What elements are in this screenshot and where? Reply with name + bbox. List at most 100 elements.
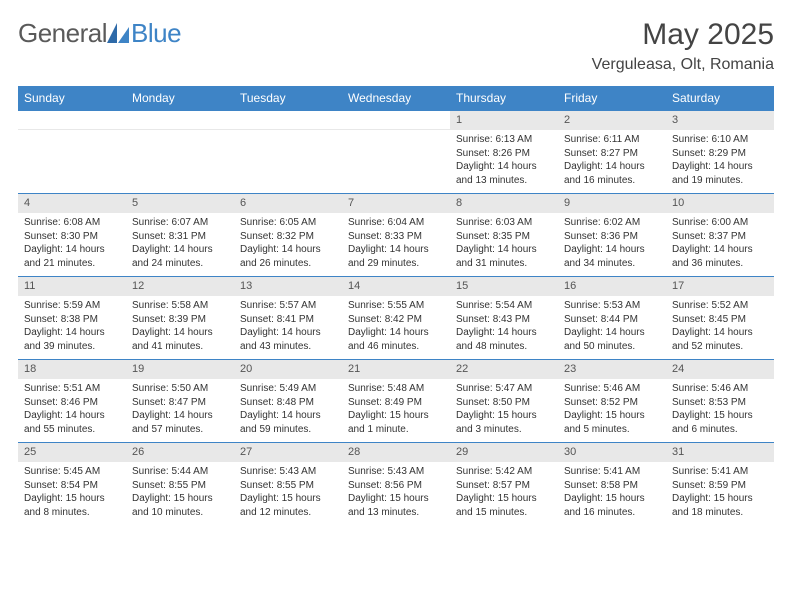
- weekday-header: Monday: [126, 86, 234, 111]
- day-details: Sunrise: 6:07 AMSunset: 8:31 PMDaylight:…: [126, 213, 234, 276]
- day-number: 4: [18, 194, 126, 213]
- day-details: Sunrise: 6:11 AMSunset: 8:27 PMDaylight:…: [558, 130, 666, 193]
- day-details: Sunrise: 5:59 AMSunset: 8:38 PMDaylight:…: [18, 296, 126, 359]
- day-number: 14: [342, 277, 450, 296]
- calendar-day-cell: 18Sunrise: 5:51 AMSunset: 8:46 PMDayligh…: [18, 360, 126, 443]
- day-number: 7: [342, 194, 450, 213]
- day-number: 17: [666, 277, 774, 296]
- day-number: 20: [234, 360, 342, 379]
- day-details: Sunrise: 6:02 AMSunset: 8:36 PMDaylight:…: [558, 213, 666, 276]
- day-number: 1: [450, 111, 558, 130]
- calendar-day-cell: 28Sunrise: 5:43 AMSunset: 8:56 PMDayligh…: [342, 443, 450, 526]
- day-number: 19: [126, 360, 234, 379]
- day-number: 25: [18, 443, 126, 462]
- weekday-header: Wednesday: [342, 86, 450, 111]
- calendar-day-cell: 6Sunrise: 6:05 AMSunset: 8:32 PMDaylight…: [234, 194, 342, 277]
- day-number: 5: [126, 194, 234, 213]
- day-details: Sunrise: 6:04 AMSunset: 8:33 PMDaylight:…: [342, 213, 450, 276]
- calendar-day-cell: 4Sunrise: 6:08 AMSunset: 8:30 PMDaylight…: [18, 194, 126, 277]
- calendar-day-cell: 15Sunrise: 5:54 AMSunset: 8:43 PMDayligh…: [450, 277, 558, 360]
- day-details: Sunrise: 6:13 AMSunset: 8:26 PMDaylight:…: [450, 130, 558, 193]
- day-number: 12: [126, 277, 234, 296]
- weekday-header: Saturday: [666, 86, 774, 111]
- calendar-day-cell: 3Sunrise: 6:10 AMSunset: 8:29 PMDaylight…: [666, 111, 774, 194]
- calendar-day-cell: 23Sunrise: 5:46 AMSunset: 8:52 PMDayligh…: [558, 360, 666, 443]
- day-number: 8: [450, 194, 558, 213]
- calendar-day-cell: 22Sunrise: 5:47 AMSunset: 8:50 PMDayligh…: [450, 360, 558, 443]
- day-details: Sunrise: 5:44 AMSunset: 8:55 PMDaylight:…: [126, 462, 234, 525]
- calendar-body: 1Sunrise: 6:13 AMSunset: 8:26 PMDaylight…: [18, 111, 774, 526]
- sail-icon: [107, 23, 129, 43]
- day-number: 28: [342, 443, 450, 462]
- day-number: 9: [558, 194, 666, 213]
- brand-logo: General Blue: [18, 18, 181, 49]
- day-number: 18: [18, 360, 126, 379]
- calendar-day-cell: 11Sunrise: 5:59 AMSunset: 8:38 PMDayligh…: [18, 277, 126, 360]
- day-details: Sunrise: 5:43 AMSunset: 8:56 PMDaylight:…: [342, 462, 450, 525]
- calendar-day-cell: 14Sunrise: 5:55 AMSunset: 8:42 PMDayligh…: [342, 277, 450, 360]
- calendar-day-cell: [342, 111, 450, 194]
- calendar-day-cell: [18, 111, 126, 194]
- calendar-day-cell: 1Sunrise: 6:13 AMSunset: 8:26 PMDaylight…: [450, 111, 558, 194]
- calendar-week-row: 25Sunrise: 5:45 AMSunset: 8:54 PMDayligh…: [18, 443, 774, 526]
- location-subtitle: Verguleasa, Olt, Romania: [592, 56, 774, 74]
- brand-text-general: General: [18, 18, 107, 49]
- calendar-day-cell: 16Sunrise: 5:53 AMSunset: 8:44 PMDayligh…: [558, 277, 666, 360]
- weekday-header: Sunday: [18, 86, 126, 111]
- day-number: 11: [18, 277, 126, 296]
- calendar-day-cell: 20Sunrise: 5:49 AMSunset: 8:48 PMDayligh…: [234, 360, 342, 443]
- calendar-day-cell: 2Sunrise: 6:11 AMSunset: 8:27 PMDaylight…: [558, 111, 666, 194]
- day-details: Sunrise: 5:43 AMSunset: 8:55 PMDaylight:…: [234, 462, 342, 525]
- day-details: Sunrise: 5:41 AMSunset: 8:59 PMDaylight:…: [666, 462, 774, 525]
- page-header: General Blue May 2025 Verguleasa, Olt, R…: [18, 18, 774, 74]
- calendar-day-cell: 13Sunrise: 5:57 AMSunset: 8:41 PMDayligh…: [234, 277, 342, 360]
- day-details: Sunrise: 6:05 AMSunset: 8:32 PMDaylight:…: [234, 213, 342, 276]
- day-details: Sunrise: 6:08 AMSunset: 8:30 PMDaylight:…: [18, 213, 126, 276]
- day-details: Sunrise: 5:55 AMSunset: 8:42 PMDaylight:…: [342, 296, 450, 359]
- calendar-week-row: 18Sunrise: 5:51 AMSunset: 8:46 PMDayligh…: [18, 360, 774, 443]
- day-details: Sunrise: 5:47 AMSunset: 8:50 PMDaylight:…: [450, 379, 558, 442]
- day-details: Sunrise: 5:49 AMSunset: 8:48 PMDaylight:…: [234, 379, 342, 442]
- day-details: Sunrise: 5:41 AMSunset: 8:58 PMDaylight:…: [558, 462, 666, 525]
- weekday-header: Friday: [558, 86, 666, 111]
- calendar-day-cell: [126, 111, 234, 194]
- day-details: Sunrise: 5:53 AMSunset: 8:44 PMDaylight:…: [558, 296, 666, 359]
- calendar-day-cell: 19Sunrise: 5:50 AMSunset: 8:47 PMDayligh…: [126, 360, 234, 443]
- calendar-day-cell: 31Sunrise: 5:41 AMSunset: 8:59 PMDayligh…: [666, 443, 774, 526]
- day-details: Sunrise: 5:42 AMSunset: 8:57 PMDaylight:…: [450, 462, 558, 525]
- day-number: 6: [234, 194, 342, 213]
- calendar-week-row: 1Sunrise: 6:13 AMSunset: 8:26 PMDaylight…: [18, 111, 774, 194]
- calendar-day-cell: 24Sunrise: 5:46 AMSunset: 8:53 PMDayligh…: [666, 360, 774, 443]
- calendar-day-cell: 29Sunrise: 5:42 AMSunset: 8:57 PMDayligh…: [450, 443, 558, 526]
- day-number: 29: [450, 443, 558, 462]
- day-details: Sunrise: 5:46 AMSunset: 8:53 PMDaylight:…: [666, 379, 774, 442]
- day-details: Sunrise: 5:48 AMSunset: 8:49 PMDaylight:…: [342, 379, 450, 442]
- calendar-day-cell: 26Sunrise: 5:44 AMSunset: 8:55 PMDayligh…: [126, 443, 234, 526]
- day-number: 10: [666, 194, 774, 213]
- day-details: Sunrise: 6:03 AMSunset: 8:35 PMDaylight:…: [450, 213, 558, 276]
- day-number: 27: [234, 443, 342, 462]
- day-number: 3: [666, 111, 774, 130]
- day-details: Sunrise: 5:52 AMSunset: 8:45 PMDaylight:…: [666, 296, 774, 359]
- calendar-week-row: 11Sunrise: 5:59 AMSunset: 8:38 PMDayligh…: [18, 277, 774, 360]
- calendar-day-cell: 21Sunrise: 5:48 AMSunset: 8:49 PMDayligh…: [342, 360, 450, 443]
- day-number: 22: [450, 360, 558, 379]
- calendar-day-cell: 25Sunrise: 5:45 AMSunset: 8:54 PMDayligh…: [18, 443, 126, 526]
- day-details: Sunrise: 6:10 AMSunset: 8:29 PMDaylight:…: [666, 130, 774, 193]
- day-details: Sunrise: 5:50 AMSunset: 8:47 PMDaylight:…: [126, 379, 234, 442]
- day-number: 31: [666, 443, 774, 462]
- calendar-day-cell: 30Sunrise: 5:41 AMSunset: 8:58 PMDayligh…: [558, 443, 666, 526]
- calendar-day-cell: 12Sunrise: 5:58 AMSunset: 8:39 PMDayligh…: [126, 277, 234, 360]
- calendar-table: SundayMondayTuesdayWednesdayThursdayFrid…: [18, 86, 774, 525]
- day-number: 15: [450, 277, 558, 296]
- day-details: Sunrise: 5:54 AMSunset: 8:43 PMDaylight:…: [450, 296, 558, 359]
- weekday-header: Tuesday: [234, 86, 342, 111]
- day-details: Sunrise: 5:58 AMSunset: 8:39 PMDaylight:…: [126, 296, 234, 359]
- day-details: Sunrise: 5:46 AMSunset: 8:52 PMDaylight:…: [558, 379, 666, 442]
- day-details: Sunrise: 6:00 AMSunset: 8:37 PMDaylight:…: [666, 213, 774, 276]
- calendar-day-cell: 27Sunrise: 5:43 AMSunset: 8:55 PMDayligh…: [234, 443, 342, 526]
- weekday-header: Thursday: [450, 86, 558, 111]
- calendar-day-cell: 17Sunrise: 5:52 AMSunset: 8:45 PMDayligh…: [666, 277, 774, 360]
- day-number: 16: [558, 277, 666, 296]
- calendar-week-row: 4Sunrise: 6:08 AMSunset: 8:30 PMDaylight…: [18, 194, 774, 277]
